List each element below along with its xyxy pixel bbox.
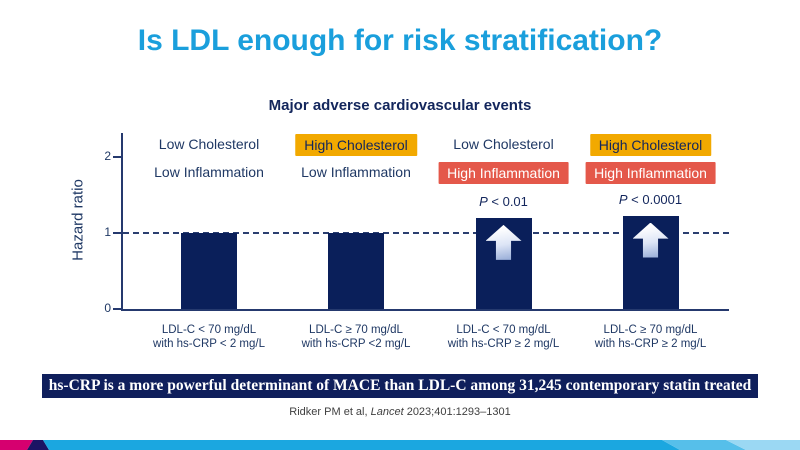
stripe-navy-segment	[27, 440, 49, 450]
inflammation-label: High Inflammation	[438, 162, 569, 184]
citation-suffix: 2023;401:1293–1301	[403, 406, 511, 418]
x-axis-label-line2: with hs-CRP ≥ 2 mg/L	[594, 338, 707, 350]
x-axis-label-line1: LDL-C < 70 mg/dL	[161, 324, 257, 336]
y-tick-label: 1	[104, 225, 111, 239]
inflammation-label: Low Inflammation	[154, 164, 264, 180]
stripe-magenta-segment	[0, 440, 33, 450]
y-tick-label: 2	[104, 149, 111, 163]
citation: Ridker PM et al, Lancet 2023;401:1293–13…	[0, 406, 800, 418]
p-symbol: P	[618, 191, 628, 207]
y-tick-label: 0	[104, 301, 111, 315]
x-axis-label: LDL-C ≥ 70 mg/dL with hs-CRP <2 mg/L	[302, 323, 411, 351]
cholesterol-label: Low Cholesterol	[158, 136, 260, 152]
stripe-lightblue-segment	[662, 440, 746, 450]
x-axis-label: LDL-C < 70 mg/dL with hs-CRP < 2 mg/L	[153, 323, 265, 351]
inflammation-label: Low Inflammation	[301, 164, 411, 180]
chart-title: Major adverse cardiovascular events	[268, 97, 532, 114]
cholesterol-label: Low Cholesterol	[453, 136, 554, 152]
y-tick-mark	[113, 232, 122, 234]
hazard-ratio-bar	[475, 217, 532, 309]
hazard-ratio-bar	[622, 215, 679, 309]
x-axis-label-line2: with hs-CRP < 2 mg/L	[153, 338, 265, 350]
key-message-banner: hs-CRP is a more powerful determinant of…	[42, 374, 758, 398]
citation-prefix: Ridker PM et al,	[289, 406, 371, 418]
y-axis-label: Hazard ratio	[69, 179, 87, 261]
up-arrow-icon	[632, 222, 669, 258]
x-axis-label-line1: LDL-C ≥ 70 mg/dL	[603, 324, 698, 336]
bottom-decorative-stripe	[0, 440, 800, 450]
y-tick-mark	[113, 156, 122, 158]
reference-line	[123, 232, 729, 234]
p-value-label: P < 0.01	[479, 193, 528, 209]
y-tick-mark	[113, 308, 122, 310]
hazard-ratio-bar	[181, 233, 237, 309]
hazard-ratio-bar	[328, 233, 384, 309]
inflammation-label: High Inflammation	[585, 162, 716, 184]
banner-text: hs-CRP is a more powerful determinant of…	[48, 377, 752, 394]
x-axis-label-line1: LDL-C ≥ 70 mg/dL	[309, 324, 403, 336]
plot-area: 0 1 2 Low Cholesterol Low Inflammation LDL-C …	[104, 133, 729, 350]
x-axis-label-line2: with hs-CRP ≥ 2 mg/L	[447, 338, 560, 350]
x-axis-label: LDL-C < 70 mg/dL with hs-CRP ≥ 2 mg/L	[448, 323, 560, 351]
cholesterol-label: High Cholesterol	[589, 134, 712, 156]
stripe-paleblue-segment	[726, 440, 800, 450]
up-arrow-icon	[485, 224, 522, 260]
cholesterol-label: High Cholesterol	[295, 134, 417, 156]
p-symbol: P	[479, 193, 488, 209]
citation-journal: Lancet	[370, 406, 404, 418]
stripe-cyan-segment	[43, 440, 680, 450]
slide-title: Is LDL enough for risk stratification?	[137, 24, 663, 57]
x-axis-label-line2: with hs-CRP <2 mg/L	[301, 338, 411, 350]
p-value-label: P < 0.0001	[618, 191, 683, 207]
x-axis-label-line1: LDL-C < 70 mg/dL	[456, 324, 551, 336]
x-axis-label: LDL-C ≥ 70 mg/dL with hs-CRP ≥ 2 mg/L	[595, 323, 707, 351]
